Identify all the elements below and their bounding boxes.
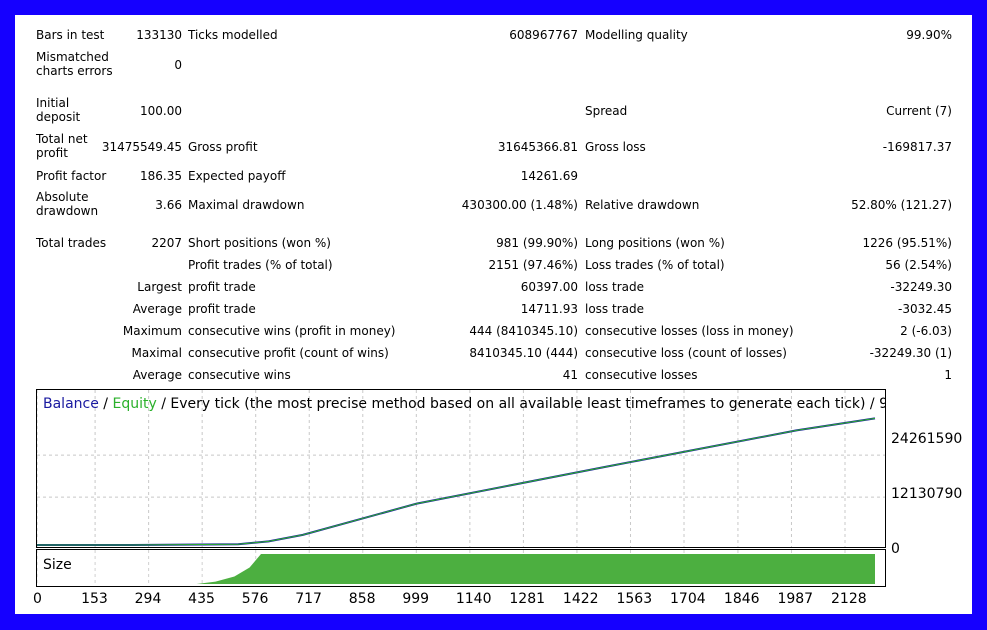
x-tick-label: 435 [188, 591, 215, 607]
average-label: Average [132, 302, 182, 316]
x-tick-label: 576 [241, 591, 269, 607]
gross-loss-label: Gross loss [585, 140, 646, 154]
x-tick-label: 1846 [723, 591, 760, 607]
max-consec-losses-value: 2 (-6.03) [900, 324, 952, 338]
ticks-modelled-label: Ticks modelled [188, 28, 278, 42]
modelling-quality-value: 99.90% [906, 28, 952, 42]
largest-profit-value: 60397.00 [520, 280, 578, 294]
y-tick-label-zero: 0 [891, 541, 900, 557]
mismatched-value: 0 [174, 58, 182, 72]
long-positions-value: 1226 (95.51%) [862, 236, 952, 250]
report-panel: Bars in test 133130 Ticks modelled 60896… [15, 15, 972, 614]
bars-in-test-value: 133130 [136, 28, 182, 42]
gross-profit-label: Gross profit [188, 140, 258, 154]
x-tick-label: 1563 [616, 591, 653, 607]
mismatched-label: Mismatched charts errors [36, 50, 113, 78]
x-tick-label: 1281 [509, 591, 546, 607]
maximal-consec-loss-value: -32249.30 (1) [869, 346, 952, 360]
profit-factor-value: 186.35 [140, 169, 182, 183]
spread-value: Current (7) [886, 104, 952, 118]
loss-trades-label: Loss trades (% of total) [585, 258, 725, 272]
gross-loss-value: -169817.37 [882, 140, 952, 154]
x-tick-label: 153 [81, 591, 108, 607]
average-profit-value: 14711.93 [520, 302, 578, 316]
x-tick-label: 294 [134, 591, 162, 607]
x-tick-label: 1987 [777, 591, 814, 607]
maximal-drawdown-label: Maximal drawdown [188, 198, 305, 212]
expected-payoff-value: 14261.69 [520, 169, 578, 183]
maximum-label: Maximum [122, 324, 182, 338]
x-tick-label: 999 [402, 591, 430, 607]
balance-chart: Balance / Equity / Every tick (the most … [36, 389, 886, 548]
expected-payoff-label: Expected payoff [188, 169, 286, 183]
avg-consec-losses-value: 1 [944, 368, 952, 382]
total-net-profit-value: 31475549.45 [101, 140, 182, 154]
bars-in-test-label: Bars in test [36, 28, 105, 42]
chart-title-sep: / [98, 396, 113, 412]
long-positions-label: Long positions (won %) [585, 236, 725, 250]
max-consec-losses-label: consecutive losses (loss in money) [585, 324, 794, 338]
maximal-consec-profit-value: 8410345.10 (444) [469, 346, 578, 360]
profit-trades-label: Profit trades (% of total) [188, 258, 333, 272]
maximal-label: Maximal [131, 346, 182, 360]
x-tick-label: 1140 [455, 591, 492, 607]
largest-profit-label: profit trade [188, 280, 256, 294]
total-trades-label: Total trades [36, 236, 107, 250]
loss-trades-value: 56 (2.54%) [885, 258, 952, 272]
y-tick-label-high: 24261590 [891, 431, 963, 447]
initial-deposit-label: Initial deposit [36, 96, 81, 124]
x-tick-label: 858 [348, 591, 376, 607]
x-tick-label: 717 [295, 591, 322, 607]
largest-loss-value: -32249.30 [890, 280, 952, 294]
size-plot [37, 550, 875, 586]
x-tick-label: 2128 [831, 591, 867, 607]
chart-title-equity: Equity [112, 396, 157, 412]
average-profit-label: profit trade [188, 302, 256, 316]
absolute-drawdown-label: Absolute drawdown [36, 190, 99, 218]
y-tick-label-mid: 12130790 [891, 486, 963, 502]
maximal-consec-profit-label: consecutive profit (count of wins) [188, 346, 389, 360]
total-trades-value: 2207 [151, 236, 182, 250]
size-area [37, 554, 875, 584]
short-positions-label: Short positions (won %) [188, 236, 331, 250]
chart-title: Balance / Equity / Every tick (the most … [43, 396, 886, 412]
avg-consec-losses-label: consecutive losses [585, 368, 698, 382]
profit-trades-value: 2151 (97.46%) [488, 258, 578, 272]
maximal-consec-loss-label: consecutive loss (count of losses) [585, 346, 787, 360]
chart-title-rest: / Every tick (the most precise method ba… [156, 396, 886, 412]
profit-factor-label: Profit factor [36, 169, 107, 183]
balance-chart-plot [37, 390, 885, 547]
size-label: Size [43, 557, 72, 573]
gross-profit-value: 31645366.81 [497, 140, 578, 154]
x-tick-label: 0 [33, 591, 42, 607]
average-loss-value: -3032.45 [898, 302, 952, 316]
relative-drawdown-value: 52.80% (121.27) [851, 198, 952, 212]
x-tick-label: 1422 [562, 591, 599, 607]
largest-label: Largest [137, 280, 182, 294]
max-consec-wins-value: 444 (8410345.10) [469, 324, 578, 338]
avg-consec-label: Average [132, 368, 182, 382]
average-loss-label: loss trade [585, 302, 644, 316]
series-line-balance [37, 417, 876, 546]
avg-consec-wins-value: 41 [562, 368, 578, 382]
modelling-quality-label: Modelling quality [585, 28, 688, 42]
size-panel: Size [36, 549, 886, 587]
initial-deposit-value: 100.00 [140, 104, 182, 118]
spread-label: Spread [585, 104, 628, 118]
avg-consec-wins-label: consecutive wins [188, 368, 291, 382]
largest-loss-label: loss trade [585, 280, 644, 294]
absolute-drawdown-value: 3.66 [155, 198, 182, 212]
chart-title-balance: Balance [43, 396, 99, 412]
max-consec-wins-label: consecutive wins (profit in money) [188, 324, 396, 338]
maximal-drawdown-value: 430300.00 (1.48%) [461, 198, 578, 212]
x-tick-label: 1704 [670, 591, 706, 607]
short-positions-value: 981 (99.90%) [496, 236, 578, 250]
relative-drawdown-label: Relative drawdown [585, 198, 700, 212]
total-net-profit-label: Total net profit [36, 132, 88, 160]
ticks-modelled-value: 608967767 [509, 28, 578, 42]
series-line-equity [37, 417, 876, 546]
